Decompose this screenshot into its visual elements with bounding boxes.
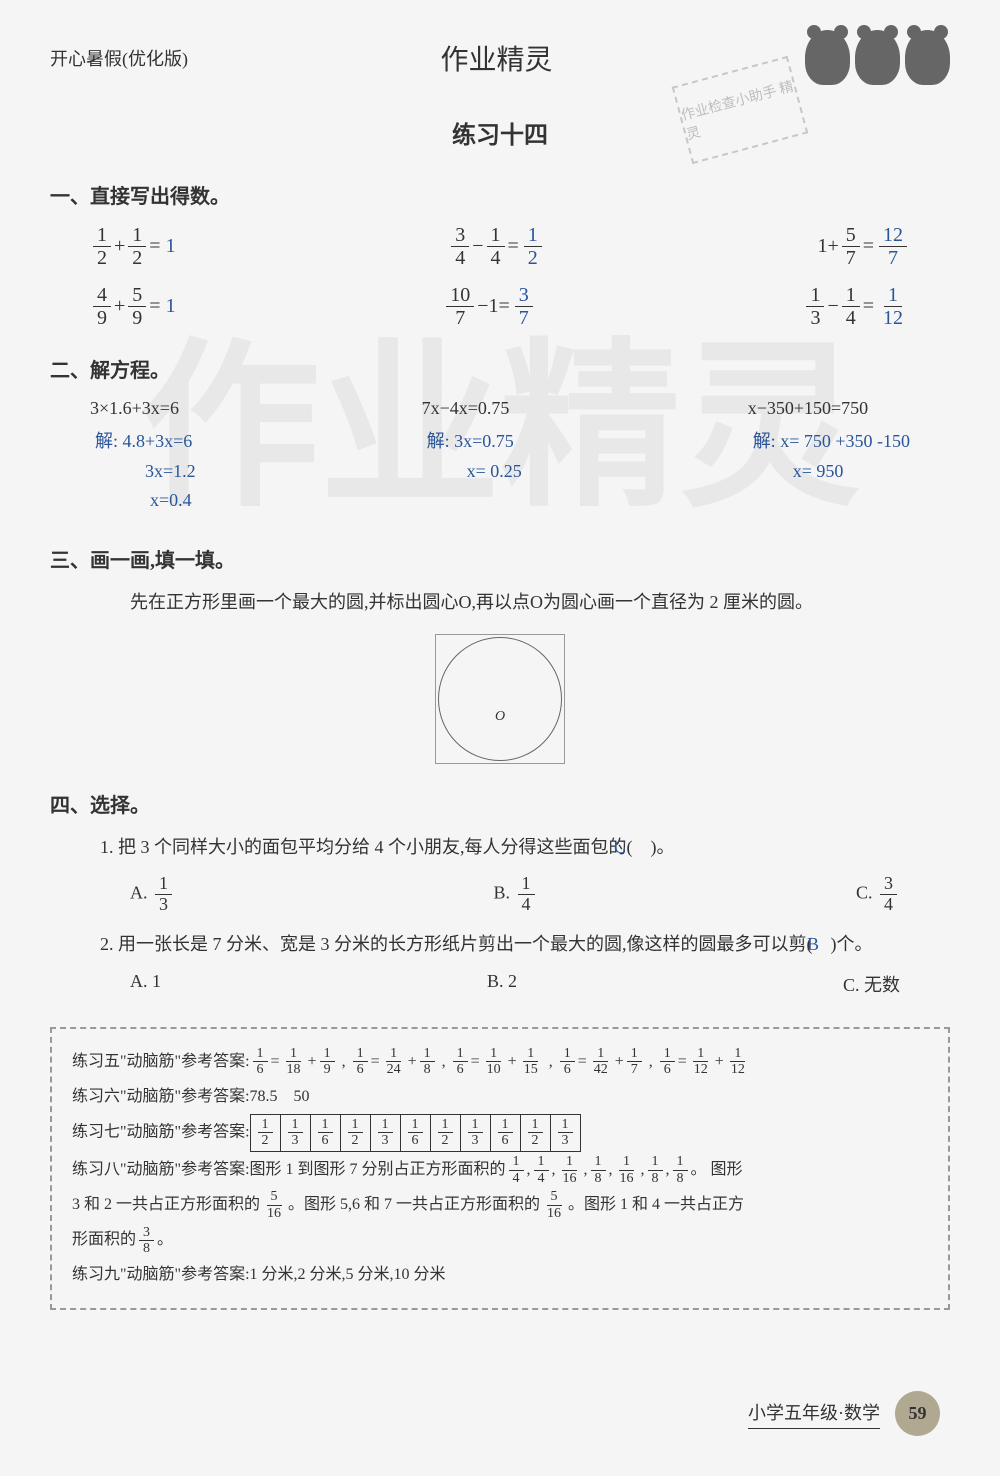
s1-q1: 12+ 12 = 1 <box>90 224 176 269</box>
q2-optB: B. 2 <box>487 971 517 997</box>
s1-q5: 107−1= 37 <box>443 284 536 329</box>
eq2: 7x−4x=0.75 解: 3x=0.75 x= 0.25 <box>422 398 522 519</box>
book-title: 开心暑假(优化版) <box>50 45 188 71</box>
bear-decoration <box>805 30 950 85</box>
footer-subject: 小学五年级·数学 <box>748 1399 880 1429</box>
section3-title: 三、画一画,填一填。 <box>50 544 950 573</box>
answer-box: 练习五"动脑筋"参考答案:16=118+19 , 16=124+18 , 16=… <box>50 1027 950 1310</box>
q1-optA: A. 13 <box>130 874 175 915</box>
circle-diagram: O <box>435 634 565 764</box>
q1-optB: B. 14 <box>493 874 537 915</box>
section4-title: 四、选择。 <box>50 789 950 818</box>
script-title: 作业精灵 <box>440 38 552 78</box>
q2-optA: A. 1 <box>130 971 161 997</box>
q2-optC: C. 无数 <box>843 971 900 997</box>
s4-q2: 2. 用一张长是 7 分米、宽是 3 分米的长方形纸片剪出一个最大的圆,像这样的… <box>50 930 950 956</box>
s4-q1: 1. 把 3 个同样大小的面包平均分给 4 个小朋友,每人分得这些面包的( )。… <box>50 833 950 859</box>
page-number: 59 <box>895 1391 940 1436</box>
main-title: 练习十四 <box>50 115 950 150</box>
section2-title: 二、解方程。 <box>50 354 950 383</box>
section1-title: 一、直接写出得数。 <box>50 180 950 209</box>
eq1: 3×1.6+3x=6 解: 4.8+3x=6 3x=1.2 x=0.4 <box>90 398 196 519</box>
eq3: x−350+150=750 解: x= 750 +350 -150 x= 950 <box>748 398 910 519</box>
q1-optC: C. 34 <box>856 874 900 915</box>
s3-instruction: 先在正方形里画一个最大的圆,并标出圆心O,再以点O为圆心画一个直径为 2 厘米的… <box>50 588 950 614</box>
s1-q4: 49+ 59= 1 <box>90 284 176 329</box>
s1-q2: 34− 14= 12 <box>448 224 545 269</box>
s1-q3: 1+ 57= 127 <box>817 224 910 269</box>
s1-q6: 13− 14= 112 <box>803 284 910 329</box>
